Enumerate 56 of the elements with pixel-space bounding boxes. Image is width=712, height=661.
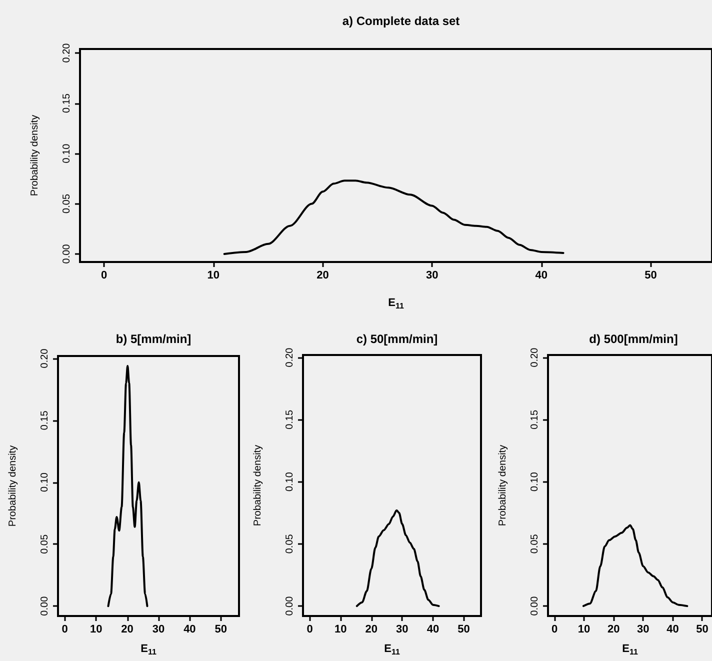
y-axis-title: Probability density: [252, 444, 264, 526]
line-series: [107, 364, 148, 608]
x-tick-label: 10: [578, 624, 590, 636]
y-tick-label: 0.00: [62, 244, 72, 264]
x-tick-label: 40: [535, 270, 548, 282]
y-tick-label: 0.20: [62, 42, 72, 63]
y-tick-label: 0.15: [62, 93, 72, 113]
x-tick-label: 10: [334, 624, 347, 636]
x-tick-label: 30: [396, 624, 408, 636]
x-tick-label: 20: [316, 270, 329, 282]
x-tick-label: 0: [100, 270, 108, 282]
chart-title: c) 50[mm/min]: [356, 332, 438, 346]
y-tick-label: 0.00: [530, 596, 540, 616]
y-tick-label: 0.10: [40, 472, 50, 492]
y-tick-label: 0.00: [284, 596, 296, 616]
y-tick-label: 0.10: [62, 143, 72, 164]
y-tick-label: 0.15: [40, 410, 50, 430]
x-tick-label: 50: [696, 624, 708, 636]
x-tick-label: 50: [458, 624, 470, 636]
chart-title: d) 500[mm/min]: [589, 332, 678, 346]
x-tick-label: 0: [62, 624, 68, 636]
x-tick-label: 20: [607, 624, 620, 636]
x-tick-label: 10: [207, 270, 220, 282]
line-series: [582, 524, 688, 608]
y-tick-label: 0.20: [530, 347, 540, 368]
y-tick-label: 0.15: [284, 409, 296, 430]
y-tick-label: 0.20: [284, 347, 296, 368]
y-tick-label: 0.05: [62, 194, 72, 214]
y-tick-label: 0.15: [530, 409, 540, 430]
line-series: [356, 509, 440, 608]
x-tick-label: 40: [426, 624, 440, 636]
y-axis-title: Probability density: [30, 114, 40, 196]
y-tick-label: 0.05: [530, 534, 540, 554]
y-tick-label: 0.10: [284, 472, 296, 492]
y-tick-label: 0.05: [40, 534, 50, 554]
x-tick-label: 40: [184, 624, 196, 636]
x-tick-label: 30: [426, 270, 438, 282]
x-tick-label: 40: [666, 624, 679, 636]
x-tick-label: 10: [90, 624, 102, 636]
y-tick-label: 0.05: [284, 534, 296, 554]
chart-title: a) Complete data set: [342, 14, 460, 28]
x-tick-label: 50: [644, 270, 657, 282]
chart-title: b) 5[mm/min]: [116, 332, 192, 346]
y-axis-title: Probability density: [8, 445, 18, 527]
y-tick-label: 0.00: [40, 596, 50, 616]
x-tick-label: 20: [121, 624, 134, 636]
x-tick-label: 50: [214, 624, 228, 636]
x-tick-label: 30: [152, 624, 165, 636]
x-tick-label: 0: [551, 624, 558, 636]
line-series: [223, 180, 564, 255]
x-tick-label: 30: [637, 624, 650, 636]
x-tick-label: 20: [365, 624, 378, 636]
x-tick-label: 0: [306, 624, 313, 636]
y-tick-label: 0.20: [40, 348, 50, 368]
y-tick-label: 0.10: [530, 472, 540, 492]
y-axis-title: Probability density: [498, 444, 508, 526]
